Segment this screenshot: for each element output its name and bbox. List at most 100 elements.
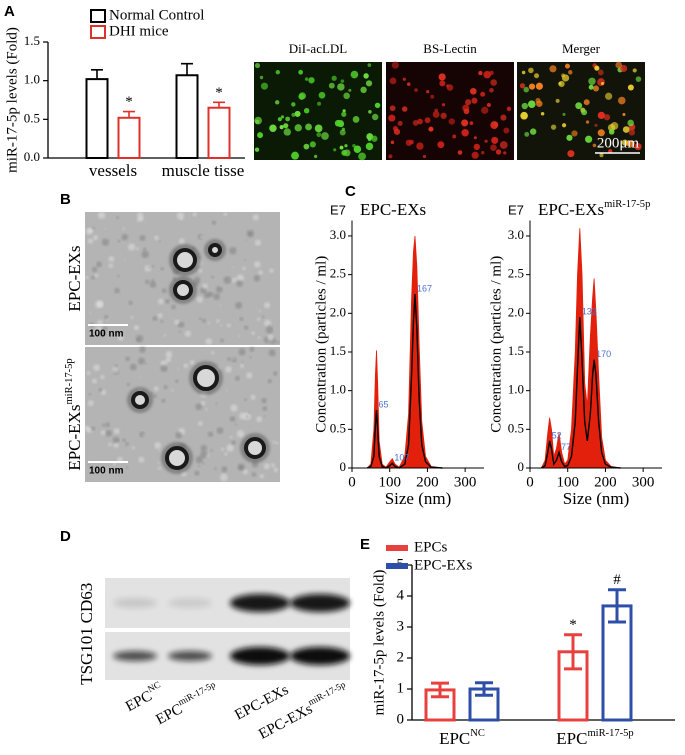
em-texture	[220, 447, 225, 451]
em-texture	[87, 400, 94, 406]
em-texture	[242, 469, 249, 475]
cell	[391, 61, 399, 69]
cell	[562, 112, 566, 116]
cell	[283, 123, 289, 129]
cell	[594, 65, 600, 71]
em-texture	[145, 279, 150, 285]
cell	[465, 99, 472, 106]
cell	[561, 123, 567, 128]
em-texture	[262, 406, 268, 411]
legend-label: EPC-EXs	[414, 557, 473, 573]
em-texture	[253, 275, 261, 282]
cell	[490, 79, 497, 86]
em-texture	[215, 402, 218, 405]
cell	[291, 151, 300, 160]
x-tick-label-sup: NC	[470, 728, 485, 739]
em-texture	[133, 325, 140, 331]
cell	[566, 134, 573, 141]
x-axis-label: Size (nm)	[385, 489, 452, 508]
cell	[592, 143, 597, 148]
em-vesicle	[244, 437, 266, 459]
cell	[461, 119, 469, 127]
em-texture	[237, 463, 245, 471]
em-texture	[139, 235, 146, 242]
x-tick-label-base: EPC	[439, 729, 470, 748]
em-texture	[102, 423, 106, 427]
em-texture	[106, 318, 110, 322]
em-texture	[254, 239, 262, 246]
cell	[608, 149, 613, 154]
cell	[283, 128, 291, 136]
cell	[500, 114, 507, 121]
em-texture	[263, 463, 270, 470]
em-texture	[236, 274, 245, 282]
cell	[294, 124, 302, 132]
cell	[365, 142, 374, 151]
cell	[401, 106, 408, 112]
micrograph	[254, 62, 382, 160]
em-texture	[248, 411, 251, 414]
em-texture	[249, 356, 252, 359]
y-tick-label: 0	[340, 459, 347, 474]
cell	[521, 70, 526, 75]
cell	[367, 63, 372, 67]
em-texture	[251, 331, 255, 336]
cell	[439, 80, 446, 87]
significance-mark: *	[125, 94, 133, 110]
panel-label: C	[345, 183, 356, 200]
cell	[409, 139, 414, 145]
cell	[342, 109, 346, 113]
em-texture	[202, 283, 208, 289]
em-texture	[198, 464, 201, 468]
cell	[257, 132, 264, 139]
x-tick-label: 0	[348, 474, 356, 490]
em-texture	[203, 291, 211, 299]
em-texture	[199, 235, 204, 239]
cell	[331, 75, 337, 81]
cell	[446, 84, 454, 91]
em-texture	[86, 427, 92, 434]
em-texture	[231, 440, 236, 446]
em-texture	[198, 268, 203, 273]
cell	[594, 123, 598, 127]
em-texture	[122, 227, 126, 230]
em-texture	[117, 239, 121, 243]
em-texture	[207, 321, 211, 325]
cell	[495, 149, 502, 155]
cell	[470, 87, 477, 95]
cell	[371, 135, 378, 142]
em-texture	[99, 330, 106, 337]
em-texture	[244, 325, 249, 330]
chart-title: EPC-EXsmiR-17-5p	[538, 199, 650, 218]
em-texture	[100, 430, 106, 436]
cell	[471, 151, 479, 159]
em-texture	[87, 238, 94, 244]
em-texture	[258, 309, 262, 313]
cell	[535, 82, 544, 90]
cell	[593, 85, 600, 92]
em-texture	[125, 356, 130, 362]
cell	[632, 68, 637, 73]
em-texture	[197, 421, 203, 426]
em-texture	[275, 441, 279, 445]
em-texture	[219, 284, 222, 287]
em-texture	[125, 441, 130, 446]
cell	[489, 87, 494, 93]
em-texture	[220, 473, 228, 482]
corner-label: E7	[330, 202, 346, 217]
em-texture	[93, 364, 100, 371]
cell	[528, 83, 536, 90]
em-texture	[273, 371, 278, 376]
peak-label: 52	[552, 430, 562, 440]
cell	[430, 94, 435, 99]
em-texture	[114, 287, 120, 294]
x-tick-label: 100	[556, 474, 579, 490]
em-texture	[108, 256, 115, 262]
cell	[334, 119, 342, 127]
em-texture	[194, 470, 200, 476]
em-texture	[245, 239, 248, 242]
em-texture	[215, 286, 223, 293]
em-texture	[147, 266, 151, 269]
blot-band	[290, 594, 350, 612]
em-texture	[254, 261, 261, 268]
